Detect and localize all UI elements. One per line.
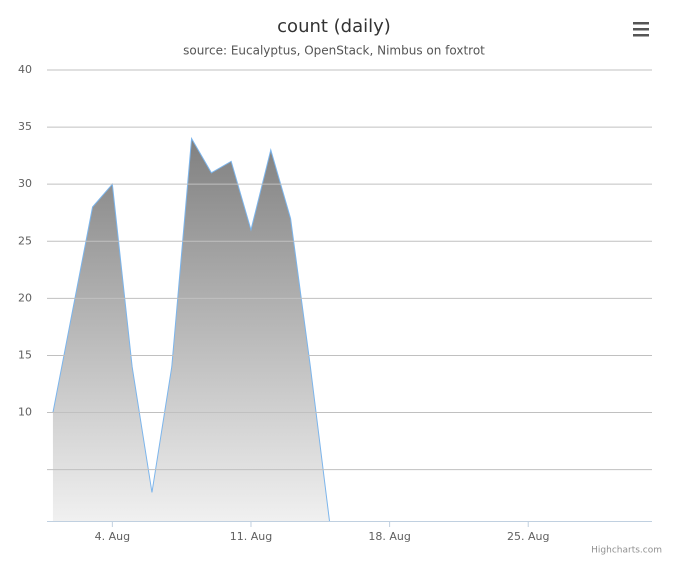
y-tick-label: 25 (18, 234, 32, 247)
area-fill (52, 138, 331, 521)
x-tick-label: 4. Aug (95, 530, 130, 543)
y-tick-label: 20 (18, 291, 32, 304)
x-tick-label: 25. Aug (507, 530, 549, 543)
x-tick-label: 18. Aug (368, 530, 410, 543)
area-line (52, 136, 330, 521)
y-tick-label: 15 (18, 348, 32, 361)
credits[interactable]: Highcharts.com (591, 546, 662, 556)
chart-subtitle: source: Eucalyptus, OpenStack, Nimbus on… (183, 44, 485, 58)
x-tick-label: 11. Aug (230, 530, 272, 543)
y-tick-label: 30 (18, 177, 32, 190)
y-tick-label: 40 (18, 63, 32, 76)
menu-button[interactable] (626, 16, 656, 42)
y-tick-label: 10 (18, 406, 32, 419)
y-tick-label: 35 (18, 120, 32, 133)
chart-title: count (daily) (277, 16, 391, 37)
